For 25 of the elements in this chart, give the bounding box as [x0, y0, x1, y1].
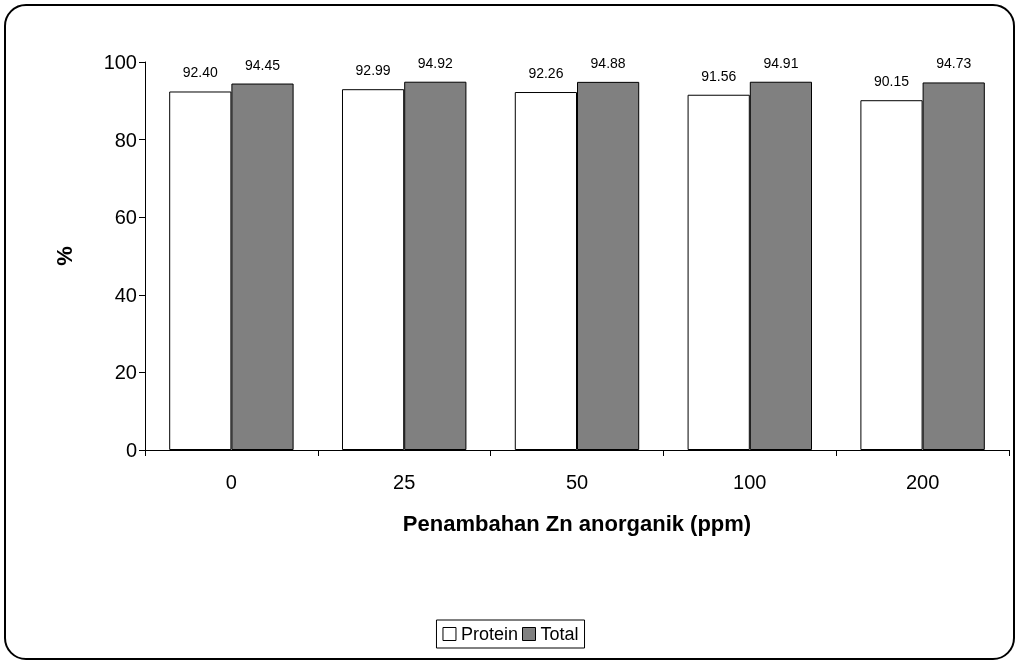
legend-label: Protein — [460, 624, 519, 644]
y-tick-label: 60 — [114, 206, 137, 229]
x-tick-label: 100 — [733, 471, 767, 493]
x-tick-label: 25 — [393, 471, 416, 493]
legend-label: Total — [540, 624, 579, 644]
data-label: 94.91 — [763, 54, 799, 71]
data-label: 92.99 — [355, 62, 391, 79]
data-label: 94.92 — [417, 54, 454, 71]
data-label: 90.15 — [873, 73, 910, 90]
x-tick-label: 0 — [225, 471, 237, 493]
data-label: 94.45 — [244, 56, 281, 73]
y-tick-label: 20 — [114, 361, 137, 384]
y-tick-label: 100 — [103, 51, 137, 73]
x-tick-label: 50 — [565, 471, 589, 493]
data-label: 92.40 — [182, 64, 219, 81]
data-label: 91.56 — [701, 67, 737, 84]
x-tick-label: 200 — [905, 471, 940, 493]
y-axis-title: % — [51, 246, 77, 266]
y-tick-label: 0 — [125, 439, 137, 461]
data-label: 94.88 — [590, 54, 626, 71]
data-label: 92.26 — [528, 65, 564, 82]
y-tick-label: 80 — [114, 128, 137, 151]
y-tick-label: 40 — [114, 283, 137, 306]
data-label: 94.73 — [936, 55, 972, 72]
x-axis-title: Penambahan Zn anorganik (ppm) — [402, 510, 752, 536]
